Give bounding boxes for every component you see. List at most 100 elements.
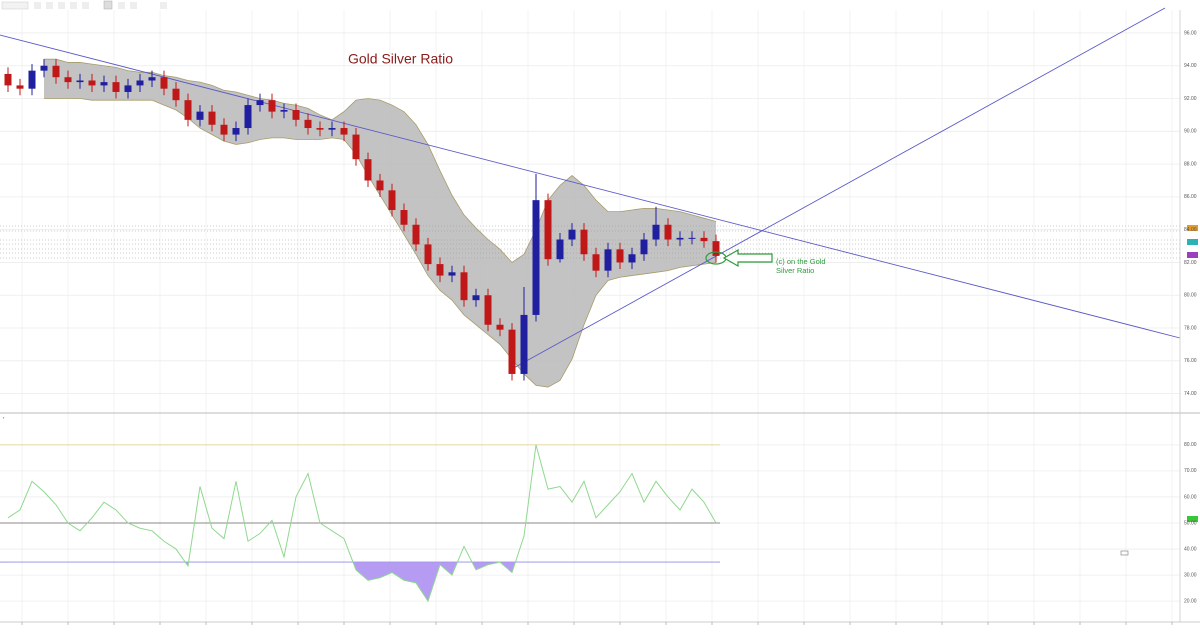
y-tick-label: 84.00 (1184, 227, 1197, 233)
arrow (722, 248, 773, 268)
y-tick-label: 76.00 (1184, 358, 1197, 364)
y-tick-label: 92.00 (1184, 96, 1197, 102)
band-fill (44, 59, 716, 388)
candle-body (256, 100, 264, 106)
candle-body (244, 105, 252, 129)
candle-body (52, 65, 60, 78)
candle-body (172, 88, 180, 101)
candle-body (16, 85, 24, 89)
candle-body (652, 224, 660, 240)
trend-line[interactable] (0, 34, 1181, 339)
instrument-button[interactable] (1, 1, 29, 10)
candle-body (292, 110, 300, 120)
price-tag (1187, 225, 1198, 231)
candle-body (304, 119, 312, 129)
candle-body (100, 82, 108, 86)
y-tick-label: 80.00 (1184, 293, 1197, 299)
candle-body (544, 200, 552, 260)
candle-body (604, 249, 612, 271)
y-tick-label: 78.00 (1184, 325, 1197, 331)
candle-body (712, 241, 720, 256)
indicator-legend: ▪ (3, 415, 5, 420)
tool-button[interactable] (160, 2, 167, 9)
tool-button[interactable] (46, 2, 53, 9)
candle-body (28, 70, 36, 89)
candle-body (340, 128, 348, 135)
y-tick-label: 70.00 (1184, 468, 1197, 474)
candle-body (232, 128, 240, 135)
candle-body (220, 124, 228, 135)
candle-body (676, 237, 684, 240)
candle-body (160, 77, 168, 89)
candle-body (208, 111, 216, 125)
band-upper (44, 58, 717, 263)
candle-body (136, 80, 144, 86)
candle-body (568, 229, 576, 240)
y-tick-label: 40.00 (1184, 546, 1197, 552)
candle-body (184, 100, 192, 120)
y-tick-label: 60.00 (1184, 494, 1197, 500)
candle-body (496, 324, 504, 330)
candle-body (124, 85, 132, 92)
candle-body (268, 100, 276, 112)
candle-body (4, 73, 12, 86)
drawings (0, 7, 1181, 371)
tool-button[interactable] (58, 2, 65, 9)
y-tick-label: 30.00 (1184, 572, 1197, 578)
y-tick-label: 96.00 (1184, 30, 1197, 36)
tool-button[interactable] (118, 2, 125, 9)
toolbar (1, 0, 167, 10)
y-tick-label: 20.00 (1184, 598, 1197, 604)
rsi-panel (0, 444, 720, 603)
candle-body (328, 128, 336, 130)
candle-body (88, 80, 96, 86)
tool-button[interactable] (103, 0, 113, 10)
candle-body (364, 159, 372, 181)
candle-body (556, 239, 564, 260)
candle-body (424, 244, 432, 265)
candle-body (76, 80, 84, 83)
candle-body (628, 254, 636, 263)
y-tick-label: 88.00 (1184, 161, 1197, 167)
tool-button[interactable] (82, 2, 89, 9)
candle-body (700, 237, 708, 242)
trend-line[interactable] (509, 7, 1166, 371)
tool-button[interactable] (70, 2, 77, 9)
rsi-line (7, 444, 717, 603)
candles (4, 59, 720, 381)
y-tick-label: 80.00 (1184, 442, 1197, 448)
candle-body (280, 110, 288, 112)
y-tick-label: 90.00 (1184, 129, 1197, 135)
oversold-fill (8, 562, 716, 602)
candle-body (472, 295, 480, 301)
candle-body (484, 295, 492, 325)
candle-body (640, 239, 648, 255)
candle-body (532, 200, 540, 315)
chart-title: Gold Silver Ratio (348, 51, 453, 67)
price-tag (1187, 252, 1198, 258)
time-axis-ticks (21, 622, 1173, 625)
candle-body (688, 237, 696, 239)
tool-button[interactable] (130, 2, 137, 9)
candle-body (112, 82, 120, 92)
candle-body (412, 224, 420, 245)
y-tick-label: 74.00 (1184, 391, 1197, 397)
candle-body (388, 190, 396, 210)
candle-body (520, 314, 528, 374)
y-tick-label: 82.00 (1184, 260, 1197, 266)
candle-body (616, 249, 624, 263)
tool-button[interactable] (34, 2, 41, 9)
candle-body (436, 264, 444, 276)
price-tag (1187, 516, 1198, 522)
candle-body (592, 254, 600, 271)
candle-body (316, 128, 324, 130)
annotation-marks (705, 248, 773, 268)
cursor-icon (1120, 550, 1129, 556)
candle-body (580, 229, 588, 255)
candle-body (460, 272, 468, 301)
candle-body (40, 65, 48, 71)
candle-body (376, 180, 384, 191)
y-tick-label: 50.00 (1184, 520, 1197, 526)
price-tag (1187, 239, 1198, 245)
